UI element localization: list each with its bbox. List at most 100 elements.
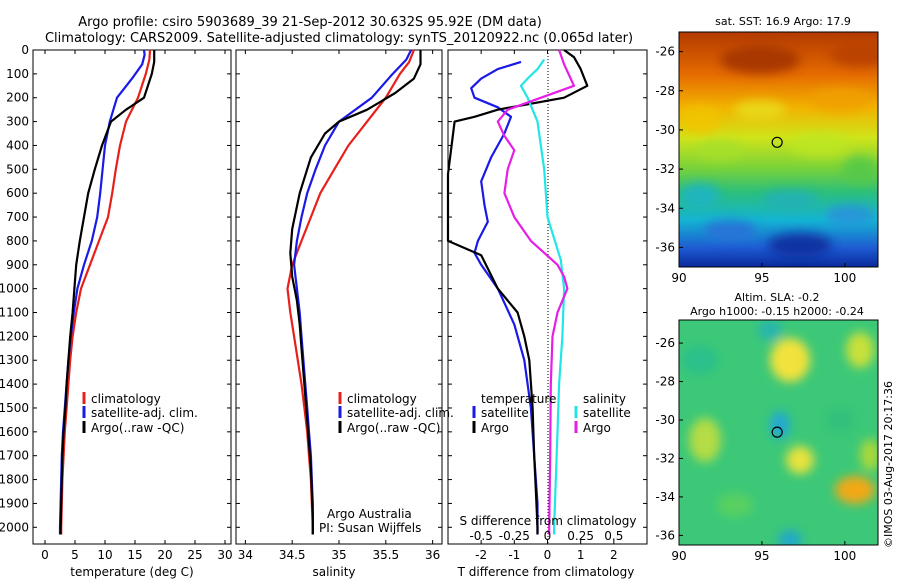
difference-x-ticks: -2 -1 0 1 2 xyxy=(475,50,618,562)
map-y-tick-label: -30 xyxy=(655,123,675,137)
y-tick-label: 300 xyxy=(6,115,29,129)
y-tick-label: 600 xyxy=(6,186,29,200)
x-tick-label: 30 xyxy=(217,548,232,562)
map-x-tick-label: 100 xyxy=(833,549,856,563)
series-line-climatology xyxy=(286,49,415,535)
y-tick-label: 1500 xyxy=(0,401,29,415)
x-tick-label: 10 xyxy=(97,548,112,562)
salinity-x-ticks: 34 34.5 35 35.5 36 xyxy=(236,49,442,562)
sla-map-ticks: 90 95 100 -26 -28 -30 -32 -34 -36 xyxy=(655,336,856,563)
map-x-tick-label: 90 xyxy=(671,271,686,285)
y-tick-label: 1700 xyxy=(0,449,29,463)
map-y-tick-label: -30 xyxy=(655,413,675,427)
map-y-tick-label: -28 xyxy=(655,84,675,98)
series-line-salinity-argo xyxy=(496,49,576,535)
x-tick-label: 25 xyxy=(187,548,202,562)
s-difference-tick-label: 0 xyxy=(544,529,552,543)
temperature-legend: climatology satellite-adj. clim. Argo(..… xyxy=(82,392,198,435)
series-line-temperature-satellite xyxy=(470,60,539,535)
legend-label-satellite: satellite-adj. clim. xyxy=(347,406,454,420)
argo-location-marker xyxy=(771,136,783,148)
figure-title-line2: Climatology: CARS2009. Satellite-adjuste… xyxy=(45,31,633,46)
s-difference-axis-label: S difference from climatology xyxy=(460,514,637,528)
sst-map-frame xyxy=(678,31,879,268)
y-tick-label: 1900 xyxy=(0,496,29,510)
y-tick-label: 900 xyxy=(6,258,29,272)
sst-map-ticks: 90 95 100 -26 -28 -30 -32 -34 -36 xyxy=(655,45,856,285)
difference-panel: -2 -1 0 1 2 -0.5 -0.25 0 0.25 0.5 S difference f… xyxy=(446,49,648,579)
legend-label-satellite: satellite-adj. clim. xyxy=(91,406,198,420)
legend-label-sal-satellite: satellite xyxy=(583,406,631,420)
sla-map-title-line1: Altim. SLA: -0.2 xyxy=(734,291,819,304)
y-tick-label: 100 xyxy=(6,67,29,81)
depth-y-ticks: 0 100 200 300 400 500 600 700 800 900 1000 1100 1200… xyxy=(0,43,231,534)
x-tick-label: 0 xyxy=(544,548,552,562)
map-y-tick-label: -26 xyxy=(655,45,675,59)
legend-label-argo: Argo(..raw -QC) xyxy=(91,421,184,435)
y-tick-label: 500 xyxy=(6,162,29,176)
y-tick-label: 1800 xyxy=(0,473,29,487)
map-y-tick-label: -28 xyxy=(655,375,675,389)
x-tick-label: 35.5 xyxy=(372,548,399,562)
series-line-salinity-satellite xyxy=(519,58,566,535)
sst-texture xyxy=(679,43,878,257)
map-x-tick-label: 95 xyxy=(754,271,769,285)
legend-title-salinity: salinity xyxy=(583,392,626,406)
map-y-tick-label: -34 xyxy=(655,490,675,504)
map-y-tick-label: -26 xyxy=(655,336,675,350)
y-tick-label: 1100 xyxy=(0,306,29,320)
series-line-satellite-adj-clim- xyxy=(293,49,413,535)
argo-australia-label: Argo Australia xyxy=(327,507,412,521)
y-tick-label: 800 xyxy=(6,234,29,248)
y-tick-label: 2000 xyxy=(0,520,29,534)
map-x-tick-label: 95 xyxy=(754,549,769,563)
temperature-axes-frame xyxy=(32,49,232,545)
s-difference-ticks: -0.5 -0.25 0 0.25 0.5 xyxy=(448,49,647,543)
legend-label-sal-argo: Argo xyxy=(583,421,611,435)
temperature-panel: 0 5 10 15 20 25 30 0 100 200 300 400 500 600 700 800 90… xyxy=(0,43,233,579)
salinity-axes-frame xyxy=(235,49,443,545)
imos-watermark: ©IMOS 03-Aug-2017 20:17:36 xyxy=(882,381,895,548)
sla-map-title-line2: Argo h1000: -0.15 h2000: -0.24 xyxy=(690,305,864,318)
x-tick-label: 35 xyxy=(331,548,346,562)
salinity-panel: 34 34.5 35 35.5 36 salinity climatology sate… xyxy=(235,49,454,579)
s-difference-tick-label: -0.25 xyxy=(499,529,530,543)
difference-series xyxy=(446,49,589,535)
series-line-argo-raw-qc- xyxy=(59,50,156,535)
x-tick-label: 2 xyxy=(610,548,618,562)
map-y-tick-label: -34 xyxy=(655,201,675,215)
sla-heatmap xyxy=(679,320,878,545)
series-line-satellite-adj-clim- xyxy=(58,49,146,535)
t-difference-xlabel: T difference from climatology xyxy=(457,565,635,579)
x-tick-label: -2 xyxy=(475,548,487,562)
y-tick-label: 1600 xyxy=(0,425,29,439)
y-tick-label: 1300 xyxy=(0,353,29,367)
temperature-x-ticks: 0 5 10 15 20 25 30 xyxy=(41,50,233,562)
x-tick-label: 0 xyxy=(41,548,49,562)
legend-label-temp-argo: Argo xyxy=(481,421,509,435)
y-tick-label: 1400 xyxy=(0,377,29,391)
y-tick-label: 1000 xyxy=(0,282,29,296)
s-difference-tick-label: 0.5 xyxy=(604,529,623,543)
x-tick-label: 15 xyxy=(127,548,142,562)
pi-label: PI: Susan Wijffels xyxy=(319,521,421,535)
series-line-temperature-argo xyxy=(446,49,589,535)
salinity-xlabel: salinity xyxy=(312,565,355,579)
sst-map-title: sat. SST: 16.9 Argo: 17.9 xyxy=(715,15,851,28)
x-tick-label: -1 xyxy=(508,548,520,562)
salinity-legend: climatology satellite-adj. clim. Argo(..… xyxy=(338,392,454,435)
x-tick-label: 5 xyxy=(71,548,79,562)
legend-label-temp-satellite: satellite xyxy=(481,406,529,420)
legend-label-climatology: climatology xyxy=(91,392,161,406)
legend-title-temperature: temperature xyxy=(481,392,556,406)
sla-texture xyxy=(682,320,878,545)
map-y-tick-label: -36 xyxy=(655,240,675,254)
salinity-series xyxy=(286,49,422,535)
difference-legend: temperature satellite Argo salinity sate… xyxy=(472,392,631,435)
map-y-tick-label: -32 xyxy=(655,451,675,465)
sst-map-panel: sat. SST: 16.9 Argo: 17.9 90 95 100 -26 -28 -… xyxy=(655,15,879,285)
legend-label-argo: Argo(..raw -QC) xyxy=(347,421,440,435)
figure-title-line1: Argo profile: csiro 5903689_39 21-Sep-20… xyxy=(78,15,542,30)
x-tick-label: 34.5 xyxy=(279,548,306,562)
